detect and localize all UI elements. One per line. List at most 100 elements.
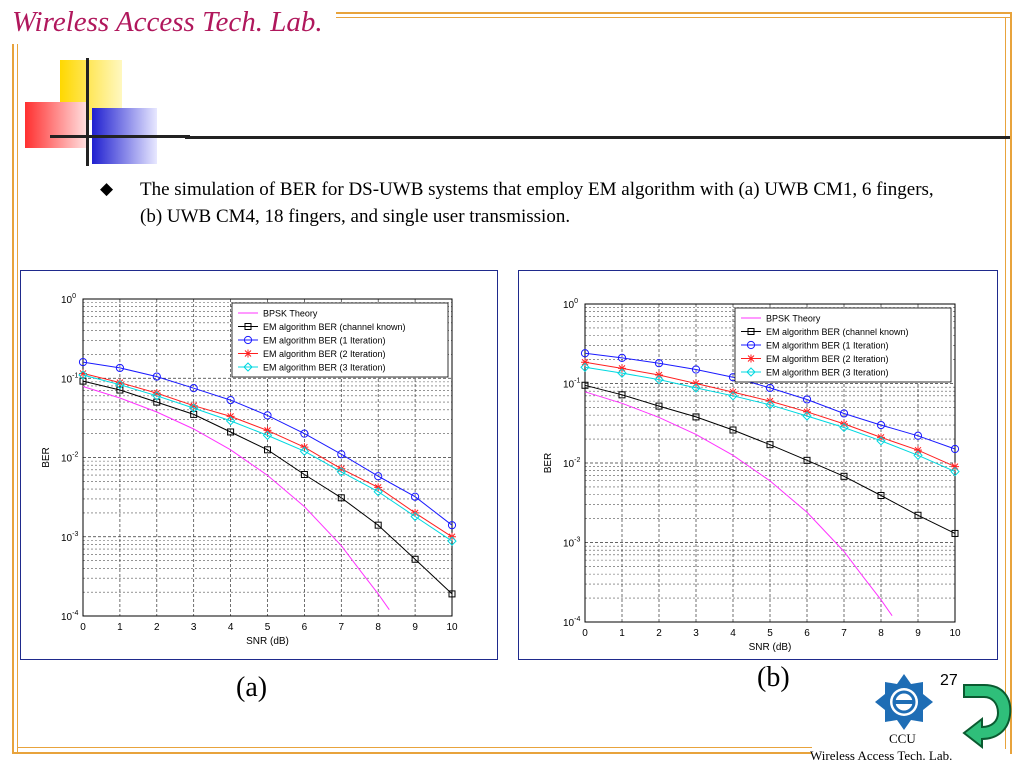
data-point-iter3 bbox=[580, 362, 590, 372]
plot-frame bbox=[82, 298, 453, 617]
data-point-iter2 bbox=[79, 369, 87, 378]
data-point-iter3 bbox=[654, 374, 664, 385]
legend-marker-iter2 bbox=[244, 349, 252, 358]
data-point-iter2 bbox=[189, 401, 198, 410]
y-tick-label: 100 bbox=[61, 293, 76, 306]
decorative-color-blocks bbox=[25, 58, 190, 166]
series-line-iter1 bbox=[584, 352, 956, 450]
data-point-iter1 bbox=[580, 349, 590, 358]
data-point-iter3 bbox=[839, 422, 849, 433]
series-line-bpsk bbox=[584, 391, 893, 616]
data-point-known bbox=[766, 441, 774, 449]
legend-label-iter3: EM algorithm BER (3 Iteration) bbox=[766, 368, 889, 378]
data-point-known bbox=[692, 413, 700, 421]
data-point-iter3 bbox=[950, 466, 960, 477]
data-point-known bbox=[581, 381, 589, 389]
data-point-known bbox=[655, 402, 663, 410]
data-point-iter2 bbox=[951, 462, 959, 471]
frame-top-line-inner bbox=[336, 17, 1012, 18]
data-point-known bbox=[300, 471, 308, 479]
data-point-iter2 bbox=[914, 446, 922, 455]
data-point-iter1 bbox=[152, 372, 161, 381]
x-tick-label: 8 bbox=[878, 628, 884, 639]
y-tick-base: 10 bbox=[61, 454, 73, 465]
data-point-iter1 bbox=[115, 363, 125, 373]
data-point-iter1 bbox=[78, 357, 88, 367]
legend: BPSK Theory EM algorithm BER (channel kno… bbox=[231, 302, 449, 378]
y-tick-base: 10 bbox=[563, 459, 575, 470]
series-bpsk bbox=[82, 386, 390, 610]
red-block bbox=[25, 102, 87, 148]
data-point-iter3 bbox=[447, 536, 457, 546]
x-tick-label: 0 bbox=[582, 628, 588, 639]
legend-marker-known bbox=[244, 323, 252, 330]
data-point-iter3 bbox=[691, 383, 701, 393]
y-tick-base: 10 bbox=[61, 374, 73, 385]
data-point-iter3 bbox=[115, 379, 125, 390]
frame-bottom-line bbox=[12, 752, 812, 754]
data-point-known bbox=[618, 391, 626, 399]
data-point-iter3 bbox=[373, 487, 383, 497]
legend-label-iter1: EM algorithm BER (1 Iteration) bbox=[263, 336, 386, 346]
y-tick-label: 10-4 bbox=[61, 610, 78, 623]
series-iter3 bbox=[78, 370, 457, 546]
series-line-bpsk bbox=[82, 386, 390, 610]
data-point-iter3 bbox=[765, 400, 775, 410]
y-tick-label: 100 bbox=[563, 298, 578, 311]
data-point-iter1 bbox=[263, 411, 272, 420]
return-arrow-icon[interactable] bbox=[960, 681, 1016, 751]
legend-label-iter3: EM algorithm BER (3 Iteration) bbox=[263, 363, 386, 373]
footer-lab: Wireless Access Tech. Lab. bbox=[810, 748, 953, 763]
header-title: Wireless Access Tech. Lab. bbox=[12, 6, 323, 38]
data-point-iter3 bbox=[336, 467, 347, 477]
caption-a: (a) bbox=[236, 672, 268, 703]
frame-right-line bbox=[1010, 12, 1012, 754]
x-tick-label: 4 bbox=[228, 622, 234, 633]
caption-b: (b) bbox=[757, 662, 790, 693]
data-point-iter3 bbox=[188, 403, 199, 413]
x-tick-label: 4 bbox=[730, 628, 736, 639]
x-tick-label: 9 bbox=[412, 622, 418, 633]
data-point-known bbox=[264, 446, 271, 454]
y-tick-exponent: 0 bbox=[72, 293, 76, 300]
y-tick-base: 10 bbox=[563, 300, 575, 311]
series-line-known bbox=[82, 380, 453, 595]
x-tick-label: 1 bbox=[619, 628, 625, 639]
data-point-iter1 bbox=[337, 450, 346, 459]
legend-marker-known bbox=[747, 328, 755, 335]
legend-label-iter1: EM algorithm BER (1 Iteration) bbox=[766, 341, 889, 351]
data-point-iter3 bbox=[876, 436, 886, 446]
x-tick-label: 7 bbox=[841, 628, 847, 639]
data-point-known bbox=[411, 555, 419, 563]
data-point-iter3 bbox=[410, 511, 420, 522]
legend-box bbox=[231, 302, 449, 378]
series-bpsk bbox=[584, 391, 893, 616]
chart-panel-a: 0 1 2 3 4 5 6 7 8 9 10 100 10-1 10-2 10-3 10-4 SNR (dB) B… bbox=[20, 270, 498, 660]
y-tick-label: 10-3 bbox=[563, 537, 580, 550]
data-point-iter1 bbox=[876, 420, 886, 430]
series-iter1 bbox=[580, 349, 960, 454]
data-point-iter2 bbox=[581, 358, 589, 367]
data-point-iter1 bbox=[839, 409, 849, 418]
y-tick-exponent: -1 bbox=[574, 378, 580, 385]
data-point-iter1 bbox=[300, 429, 309, 438]
x-tick-label: 3 bbox=[693, 628, 699, 639]
data-point-known bbox=[153, 398, 161, 406]
y-tick-base: 10 bbox=[61, 295, 73, 306]
y-tick-label: 10-1 bbox=[61, 372, 78, 385]
x-axis-label: SNR (dB) bbox=[246, 636, 289, 647]
legend-box bbox=[734, 307, 952, 383]
data-point-iter1 bbox=[950, 444, 960, 454]
data-point-known bbox=[79, 377, 87, 385]
y-tick-exponent: -4 bbox=[72, 610, 78, 617]
x-tick-label: 2 bbox=[154, 622, 160, 633]
data-point-iter3 bbox=[152, 391, 162, 401]
data-point-iter3 bbox=[225, 416, 236, 426]
x-tick-label: 6 bbox=[302, 622, 308, 633]
y-tick-base: 10 bbox=[563, 618, 575, 629]
x-tick-label: 7 bbox=[339, 622, 345, 633]
horizontal-bar bbox=[50, 135, 190, 138]
legend-label-bpsk: BPSK Theory bbox=[263, 309, 318, 319]
ccu-logo-icon bbox=[875, 674, 933, 730]
vertical-bar bbox=[86, 58, 89, 166]
